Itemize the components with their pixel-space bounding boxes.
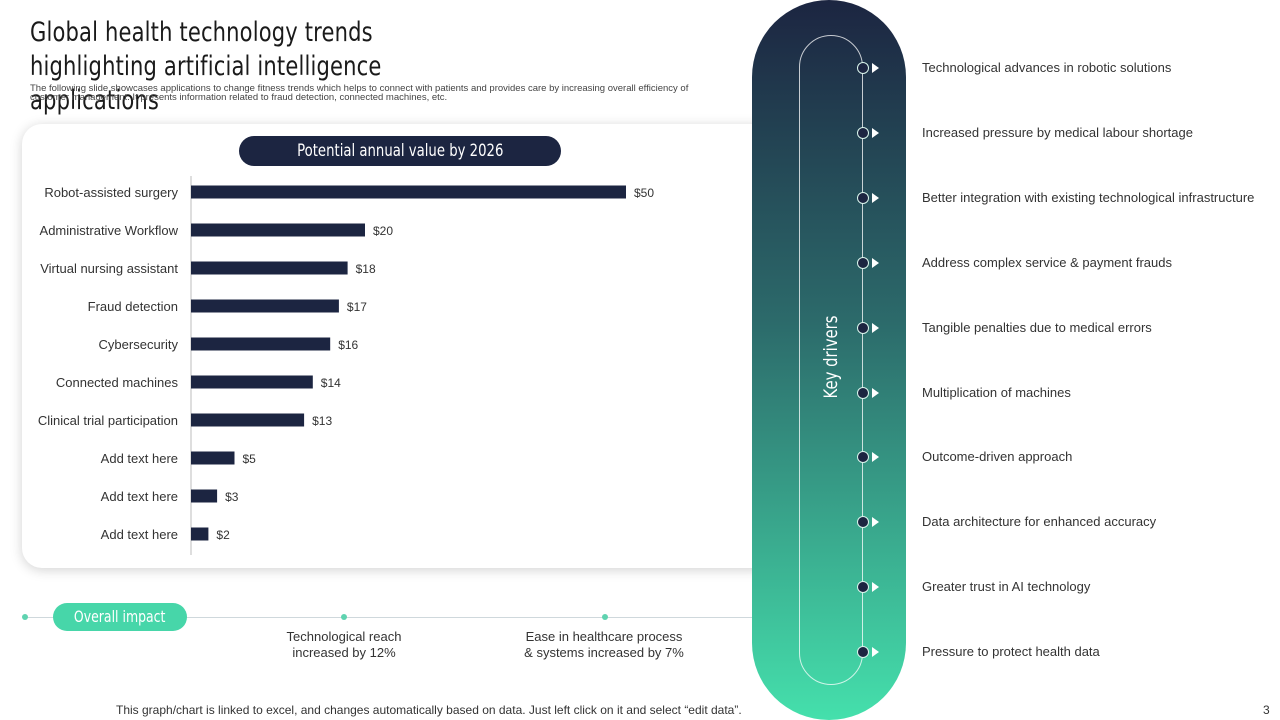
driver-node-icon: [857, 126, 869, 139]
impact-item-line: Ease in healthcare process: [525, 629, 683, 644]
play-arrow-icon: [872, 127, 879, 138]
footer-note: This graph/chart is linked to excel, and…: [116, 703, 742, 717]
driver-node-icon: [857, 581, 869, 594]
driver-node-icon: [857, 646, 869, 659]
driver-item: Tangible penalties due to medical errors: [922, 319, 1152, 335]
driver-node-icon: [857, 191, 869, 204]
driver-node-icon: [857, 516, 869, 529]
driver-item: Outcome-driven approach: [922, 449, 1073, 465]
driver-item: Multiplication of machines: [922, 384, 1071, 400]
impact-item-ease: Ease in healthcare process & systems inc…: [504, 629, 704, 661]
slide-title: Global health technology trends highligh…: [30, 17, 382, 116]
play-arrow-icon: [872, 387, 879, 398]
impact-item-line: increased by 12%: [292, 645, 396, 660]
overall-impact-badge: Overall impact: [53, 603, 187, 631]
overall-impact-label: Overall impact: [74, 607, 166, 626]
impact-item-reach: Technological reach increased by 12%: [264, 629, 424, 661]
play-arrow-icon: [872, 582, 879, 593]
driver-node-icon: [857, 386, 869, 399]
play-arrow-icon: [872, 257, 879, 268]
play-arrow-icon: [872, 63, 879, 73]
driver-item: Increased pressure by medical labour sho…: [922, 124, 1193, 140]
driver-item: Better integration with existing technol…: [922, 189, 1255, 205]
chart-title: Potential annual value by 2026: [296, 141, 504, 161]
impact-dot: [341, 614, 347, 620]
impact-dot: [602, 614, 608, 620]
page-number: 3: [1263, 703, 1270, 717]
driver-item: Pressure to protect health data: [922, 644, 1100, 660]
driver-node-icon: [857, 256, 869, 269]
chart-title-pill: Potential annual value by 2026: [239, 136, 561, 166]
slide-subtitle: The following slide showcases applicatio…: [30, 83, 689, 103]
impact-divider-line: [26, 617, 752, 618]
play-arrow-icon: [872, 647, 879, 658]
chart-card[interactable]: [22, 124, 774, 568]
play-arrow-icon: [872, 517, 879, 528]
play-arrow-icon: [872, 192, 879, 203]
driver-item: Address complex service & payment frauds: [922, 254, 1172, 270]
driver-item: Data architecture for enhanced accuracy: [922, 514, 1157, 530]
impact-item-line: & systems increased by 7%: [524, 645, 684, 660]
impact-dot: [22, 614, 28, 620]
play-arrow-icon: [872, 452, 879, 463]
key-drivers-label: Key drivers: [820, 315, 842, 399]
driver-node-icon: [857, 62, 869, 74]
key-drivers-pillar: [752, 0, 906, 720]
driver-item: Technological advances in robotic soluti…: [922, 60, 1172, 75]
key-drivers-track: [799, 35, 863, 685]
driver-item: Greater trust in AI technology: [922, 579, 1091, 595]
driver-node-icon: [857, 451, 869, 464]
play-arrow-icon: [872, 322, 879, 333]
impact-item-line: Technological reach: [286, 629, 402, 644]
driver-node-icon: [857, 321, 869, 334]
